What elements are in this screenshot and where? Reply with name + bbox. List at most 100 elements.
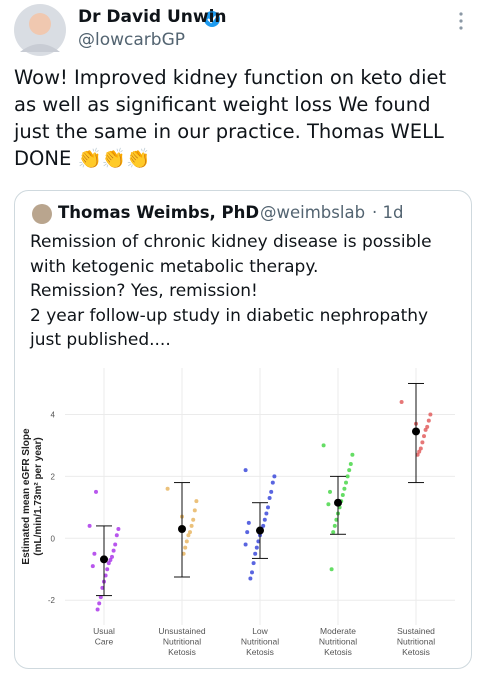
mean-point [100, 555, 108, 564]
data-point [94, 489, 98, 494]
x-tick-label: Care [95, 637, 114, 647]
data-point [425, 424, 430, 429]
data-point [103, 573, 108, 578]
x-tick-label: Ketosis [402, 647, 430, 657]
data-point [321, 443, 326, 448]
data-point [194, 499, 199, 504]
avatar-face [29, 13, 51, 35]
data-point [329, 567, 334, 572]
x-tick-label: Nutritional [241, 637, 279, 647]
chart: -2 0 2 4 Estimated mean eGFR Slope(mL/min/1.… [21, 368, 455, 657]
y-label-line: Estimated mean eGFR Slope [21, 428, 32, 565]
data-point [184, 539, 189, 544]
quote-author[interactable]: Thomas Weimbs, PhD [58, 203, 260, 222]
data-point [256, 539, 261, 544]
y-tick-label: 2 [51, 472, 56, 481]
data-point [262, 517, 267, 522]
x-tick-label: Ketosis [324, 647, 352, 657]
data-point [97, 601, 102, 606]
data-point [192, 508, 197, 513]
data-point [254, 545, 259, 550]
quote-avatar[interactable] [32, 204, 52, 224]
text-line: Wow! Improved kidney function on keto di… [14, 66, 447, 89]
data-point [111, 548, 116, 553]
text-line: DONE 👏👏👏 [14, 147, 151, 170]
x-tick-label: Usual [93, 626, 115, 636]
y-label-line: (mL/min/1.73m² per year) [33, 437, 44, 555]
author-name[interactable]: Dr David Unwin [78, 7, 227, 27]
data-point [422, 434, 426, 439]
data-point [106, 561, 111, 566]
data-point [251, 561, 256, 566]
x-tick-label: Ketosis [246, 647, 274, 657]
author-handle[interactable]: @lowcarbGP [78, 30, 185, 50]
x-tick-label: Moderate [320, 626, 356, 636]
data-point [417, 449, 422, 454]
data-point [328, 489, 332, 494]
data-point [87, 523, 92, 528]
data-point [243, 542, 248, 547]
data-point [100, 585, 105, 590]
quote-line: Remission? Yes, remission! [30, 281, 258, 301]
data-point [270, 480, 275, 485]
data-point [98, 595, 103, 600]
data-point [415, 452, 420, 457]
data-point [426, 418, 431, 423]
data-point [248, 576, 253, 581]
data-point [108, 557, 113, 562]
data-point [183, 545, 188, 550]
quote-handle[interactable]: @weimbslab [260, 203, 366, 222]
data-point [243, 468, 248, 473]
data-point [331, 530, 336, 535]
y-tick-label: 0 [51, 534, 56, 543]
data-point [181, 551, 186, 556]
data-point [189, 523, 194, 528]
data-point [399, 400, 404, 405]
x-tick-label: Nutritional [319, 637, 357, 647]
data-point [344, 480, 348, 485]
data-point [114, 533, 119, 538]
data-point [332, 523, 337, 528]
x-tick-label: Unsustained [158, 626, 206, 636]
quote-line: just published.... [30, 330, 171, 350]
data-point [186, 533, 191, 538]
data-point [334, 517, 339, 522]
y-axis-label: Estimated mean eGFR Slope(mL/min/1.73m² … [21, 428, 44, 565]
data-point [246, 520, 251, 525]
verified-badge [204, 11, 220, 27]
data-point [418, 446, 423, 451]
data-point [269, 489, 274, 494]
x-tick-label: Ketosis [168, 647, 196, 657]
data-point [342, 486, 347, 491]
data-point [250, 570, 254, 575]
data-point [105, 567, 110, 572]
x-tick-label: Nutritional [397, 637, 435, 647]
data-point [261, 523, 266, 528]
data-point [191, 517, 196, 522]
data-point [92, 551, 97, 556]
data-point [245, 530, 250, 535]
data-point [345, 474, 350, 479]
y-tick-label: 4 [51, 410, 56, 419]
quote-card[interactable] [14, 190, 472, 669]
x-tick-label: Nutritional [163, 637, 201, 647]
verified-check [207, 15, 217, 24]
quote-line: with ketogenic metabolic therapy. [30, 256, 319, 277]
data-point [347, 468, 352, 473]
data-point [272, 474, 277, 479]
text-line: just the same in our practice. Thomas WE… [14, 120, 444, 143]
data-point [116, 527, 121, 532]
data-point [348, 461, 353, 466]
data-point [266, 505, 270, 510]
mean-point [334, 498, 342, 507]
more-icon[interactable] [459, 12, 463, 30]
data-point [428, 412, 433, 417]
x-tick-label: Sustained [397, 626, 435, 636]
data-point [420, 440, 425, 445]
data-point [110, 554, 114, 559]
data-point [264, 511, 269, 516]
data-point [165, 486, 170, 491]
quote-line: Remission of chronic kidney disease is p… [30, 232, 432, 252]
mean-point [178, 525, 186, 534]
